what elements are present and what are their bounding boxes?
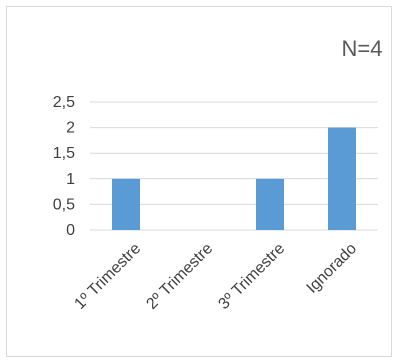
y-tick-label: 2 <box>66 120 75 137</box>
x-tick-label: 3º Trimestre <box>215 240 288 313</box>
bar <box>256 178 284 230</box>
y-tick-label: 0,5 <box>53 196 75 213</box>
y-tick-label: 0 <box>66 222 75 239</box>
bar <box>112 178 140 230</box>
bars <box>112 127 356 230</box>
x-tick-label: Ignorado <box>303 240 360 297</box>
x-tick-label: 2º Trimestre <box>143 240 216 313</box>
bar <box>328 127 356 230</box>
x-tick-label: 1º Trimestre <box>71 240 144 313</box>
x-axis-ticks: 1º Trimestre 2º Trimestre 3º Trimestre Igno… <box>71 240 360 313</box>
y-tick-label: 1 <box>66 171 75 188</box>
y-tick-label: 1,5 <box>53 145 75 162</box>
y-axis-ticks: 0 0,5 1 1,5 2 2,5 <box>53 94 75 239</box>
y-tick-label: 2,5 <box>53 94 75 111</box>
chart-title: N=4 <box>342 36 383 61</box>
chart-area <box>6 6 392 357</box>
